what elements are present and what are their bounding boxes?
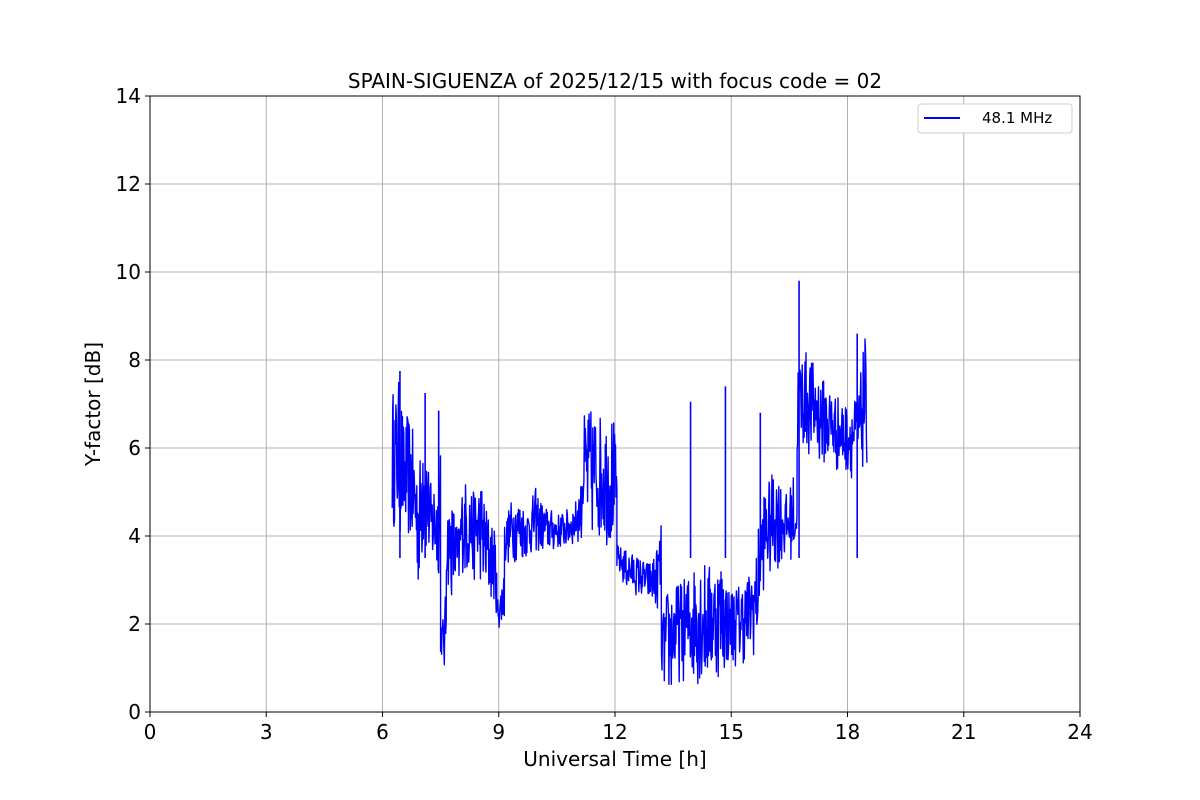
legend-box <box>917 103 1073 134</box>
y-tick-label: 0 <box>128 700 141 724</box>
series-48-1-mhz <box>391 280 868 686</box>
y-tick-label: 4 <box>128 524 141 548</box>
x-tick-label: 15 <box>719 720 744 744</box>
x-tick-label: 0 <box>144 720 157 744</box>
x-tick-label: 6 <box>376 720 389 744</box>
x-tick-label: 12 <box>602 720 627 744</box>
y-tick-label: 8 <box>128 348 141 372</box>
x-axis-label: Universal Time [h] <box>523 747 706 771</box>
y-tick-label: 2 <box>128 612 141 636</box>
x-tick-label: 21 <box>951 720 976 744</box>
y-axis-label: Y-factor [dB] <box>81 342 105 467</box>
legend: 48.1 MHz <box>917 103 1073 134</box>
x-tick-label: 3 <box>260 720 273 744</box>
y-tick-label: 10 <box>116 260 141 284</box>
legend-label: 48.1 MHz <box>982 109 1052 127</box>
x-tick-label: 24 <box>1067 720 1092 744</box>
y-axis-ticks: 0 2 4 6 8 10 12 14 <box>116 84 150 724</box>
x-tick-label: 9 <box>492 720 505 744</box>
y-tick-label: 12 <box>116 172 141 196</box>
chart-title: SPAIN-SIGUENZA of 2025/12/15 with focus … <box>348 69 882 93</box>
y-tick-label: 6 <box>128 436 141 460</box>
y-tick-label: 14 <box>116 84 141 108</box>
x-tick-label: 18 <box>835 720 860 744</box>
x-axis-ticks: 0 3 6 9 12 15 18 21 24 <box>144 712 1093 744</box>
plot-area <box>391 280 868 686</box>
series-line <box>391 338 868 686</box>
